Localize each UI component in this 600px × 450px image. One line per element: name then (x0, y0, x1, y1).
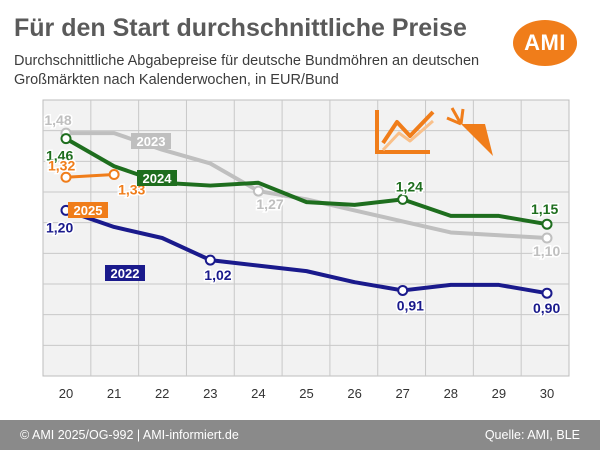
x-tick-label: 25 (299, 386, 313, 401)
series-line-2025 (64, 173, 116, 179)
data-point-2022 (204, 254, 216, 266)
x-tick-label: 26 (347, 386, 361, 401)
ami-logo-text: AMI (524, 30, 566, 55)
data-label-2025: 1,32 (48, 157, 75, 173)
data-label-2024: 1,24 (396, 178, 423, 194)
series-tag-bg-2023 (131, 133, 171, 149)
series-tag-bg-2024 (137, 170, 177, 186)
data-labels: 1,48 1,27 1,10 1,20 1,02 0,91 0,90 1,46 1,24 1,15… (43, 111, 562, 318)
data-label-2022: 1,02 (204, 267, 231, 283)
data-label-2023: 1,27 (256, 196, 283, 212)
series-tag-bg-2022 (105, 265, 145, 281)
x-tick-label: 20 (59, 386, 73, 401)
copyright-text: © AMI 2025/OG-992 | AMI-informiert.de (20, 428, 239, 442)
source-text: Quelle: AMI, BLE (484, 428, 580, 442)
series-tag-2025: 2025 (74, 203, 103, 218)
series-line-2022 (64, 208, 549, 296)
data-point-2023 (541, 232, 553, 244)
data-point-2024 (541, 218, 553, 230)
data-label-2024: 1,46 (46, 148, 73, 164)
plot-area (42, 99, 570, 377)
data-label-2022: 1,20 (46, 219, 73, 235)
data-point-2022 (541, 287, 553, 299)
line-chart: 20 21 22 23 24 25 26 27 28 29 30 1,481,271,101,201… (42, 99, 570, 401)
x-tick-label: 29 (492, 386, 506, 401)
chart-title: Für den Start durchschnittliche Preise (14, 14, 467, 42)
footer-bar: © AMI 2025/OG-992 | AMI-informiert.de Qu… (0, 420, 600, 450)
data-point-2024 (60, 133, 72, 145)
data-point-2025 (108, 169, 120, 181)
data-point-2022 (397, 284, 409, 296)
series-tag-2022: 2022 (111, 266, 140, 281)
data-label-2024: 1,15 (531, 201, 558, 217)
chart-subtitle: Durchschnittliche Abgabepreise für deuts… (14, 53, 480, 88)
series-tag-2024: 2024 (143, 171, 173, 186)
chart-and-carrot-icon (375, 107, 493, 156)
x-tick-label: 30 (540, 386, 554, 401)
data-point-2024 (397, 193, 409, 205)
series-tag-2023: 2023 (137, 134, 166, 149)
data-label-2022: 0,91 (397, 297, 424, 313)
data-label-2023: 1,48 (44, 112, 71, 128)
ami-logo: AMI (513, 20, 577, 66)
data-point-2025 (60, 171, 72, 183)
series-markers (60, 127, 553, 299)
x-axis-ticks: 20 21 22 23 24 25 26 27 28 29 30 (59, 386, 554, 401)
data-point-2023 (252, 185, 264, 197)
x-tick-label: 21 (107, 386, 121, 401)
x-tick-label: 27 (395, 386, 409, 401)
gridlines (43, 100, 569, 376)
x-tick-label: 23 (203, 386, 217, 401)
data-label-2023: 1,10 (533, 243, 560, 259)
x-tick-label: 22 (155, 386, 169, 401)
series-tag-bg-2025 (68, 202, 108, 218)
x-tick-label: 24 (251, 386, 265, 401)
data-label-2022: 0,90 (533, 300, 560, 316)
series-name-tags: 2023 2022 2024 2025 (68, 133, 177, 281)
x-tick-label: 28 (444, 386, 458, 401)
